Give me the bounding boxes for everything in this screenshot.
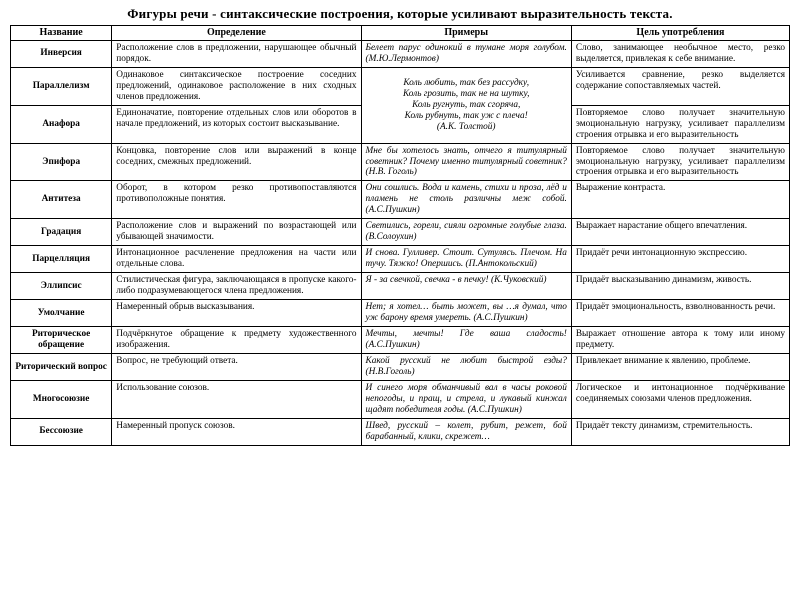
col-name: Название	[11, 26, 112, 41]
cell-name: Антитеза	[11, 181, 112, 219]
cell-definition: Единоначатие, повторение отдельных слов …	[112, 105, 361, 143]
page-title: Фигуры речи - синтаксические построения,…	[10, 6, 790, 22]
cell-purpose: Повторяемое слово получает значительную …	[571, 143, 789, 181]
cell-definition: Стилистическая фигура, заключающаяся в п…	[112, 273, 361, 300]
cell-purpose: Усиливается сравнение, резко выделяется …	[571, 67, 789, 105]
cell-definition: Интонационное расчленение предложения на…	[112, 246, 361, 273]
table-row: УмолчаниеНамеренный обрыв высказывания.Н…	[11, 300, 790, 327]
cell-name: Риторическое обращение	[11, 327, 112, 354]
cell-purpose: Логическое и интонационное подчёркивание…	[571, 380, 789, 418]
cell-name: Эпифора	[11, 143, 112, 181]
cell-example: Я - за свечкой, свечка - в печку! (К.Чук…	[361, 273, 571, 300]
cell-example: И снова. Гулливер. Стоит. Сутулясь. Плеч…	[361, 246, 571, 273]
table-row: Риторическое обращениеПодчёркнутое обращ…	[11, 327, 790, 354]
figures-table: Название Определение Примеры Цель употре…	[10, 25, 790, 446]
cell-example: Мне бы хотелось знать, отчего я титулярн…	[361, 143, 571, 181]
cell-purpose: Повторяемое слово получает значительную …	[571, 105, 789, 143]
cell-name: Умолчание	[11, 300, 112, 327]
cell-example: Какой русский не любит быстрой езды? (Н.…	[361, 354, 571, 381]
cell-purpose: Выражает нарастание общего впечатления.	[571, 219, 789, 246]
table-row: ЭллипсисСтилистическая фигура, заключающ…	[11, 273, 790, 300]
table-row: ГрадацияРасположение слов и выражений по…	[11, 219, 790, 246]
cell-name: Градация	[11, 219, 112, 246]
cell-purpose: Выражает отношение автора к тому или ино…	[571, 327, 789, 354]
col-def: Определение	[112, 26, 361, 41]
cell-definition: Расположение слов в предложении, нарушаю…	[112, 40, 361, 67]
col-example: Примеры	[361, 26, 571, 41]
table-row: ПарцелляцияИнтонационное расчленение пре…	[11, 246, 790, 273]
table-row: ИнверсияРасположение слов в предложении,…	[11, 40, 790, 67]
cell-example: Мечты, мечты! Где ваша сладость! (А.С.Пу…	[361, 327, 571, 354]
table-row: МногосоюзиеИспользование союзов.И синего…	[11, 380, 790, 418]
cell-purpose: Придаёт эмоциональность, взволнованность…	[571, 300, 789, 327]
cell-name: Многосоюзие	[11, 380, 112, 418]
cell-definition: Расположение слов и выражений по возраст…	[112, 219, 361, 246]
cell-definition: Вопрос, не требующий ответа.	[112, 354, 361, 381]
table-row: АнтитезаОборот, в котором резко противоп…	[11, 181, 790, 219]
cell-example: Светились, горели, сияли огромные голубы…	[361, 219, 571, 246]
cell-name: Риторический вопрос	[11, 354, 112, 381]
cell-name: Параллелизм	[11, 67, 112, 105]
cell-example: Коль любить, так без рассудку,Коль грози…	[361, 67, 571, 143]
cell-name: Эллипсис	[11, 273, 112, 300]
cell-purpose: Придаёт речи интонационную экспрессию.	[571, 246, 789, 273]
table-row: ЭпифораКонцовка, повторение слов или выр…	[11, 143, 790, 181]
cell-purpose: Выражение контраста.	[571, 181, 789, 219]
cell-purpose: Привлекает внимание к явлению, проблеме.	[571, 354, 789, 381]
cell-example: И синего моря обманчивый вал в часы роко…	[361, 380, 571, 418]
cell-definition: Использование союзов.	[112, 380, 361, 418]
cell-definition: Подчёркнутое обращение к предмету художе…	[112, 327, 361, 354]
cell-example: Нет; я хотел… быть может, вы …я думал, ч…	[361, 300, 571, 327]
cell-name: Бессоюзие	[11, 418, 112, 445]
col-purpose: Цель употребления	[571, 26, 789, 41]
cell-purpose: Придаёт тексту динамизм, стремительность…	[571, 418, 789, 445]
cell-name: Анафора	[11, 105, 112, 143]
cell-definition: Оборот, в котором резко противопоставляю…	[112, 181, 361, 219]
cell-name: Инверсия	[11, 40, 112, 67]
cell-example: Швед, русский – колет, рубит, режет, бой…	[361, 418, 571, 445]
cell-name: Парцелляция	[11, 246, 112, 273]
cell-definition: Концовка, повторение слов или выражений …	[112, 143, 361, 181]
cell-purpose: Слово, занимающее необычное место, резко…	[571, 40, 789, 67]
cell-definition: Одинаковое синтаксическое построение сос…	[112, 67, 361, 105]
cell-definition: Намеренный обрыв высказывания.	[112, 300, 361, 327]
cell-example: Белеет парус одинокий в тумане моря голу…	[361, 40, 571, 67]
cell-example: Они сошлись. Вода и камень, стихи и проз…	[361, 181, 571, 219]
cell-purpose: Придаёт высказыванию динамизм, живость.	[571, 273, 789, 300]
cell-definition: Намеренный пропуск союзов.	[112, 418, 361, 445]
table-row: Риторический вопросВопрос, не требующий …	[11, 354, 790, 381]
table-header-row: Название Определение Примеры Цель употре…	[11, 26, 790, 41]
table-row: ПараллелизмОдинаковое синтаксическое пос…	[11, 67, 790, 105]
table-row: БессоюзиеНамеренный пропуск союзов.Швед,…	[11, 418, 790, 445]
